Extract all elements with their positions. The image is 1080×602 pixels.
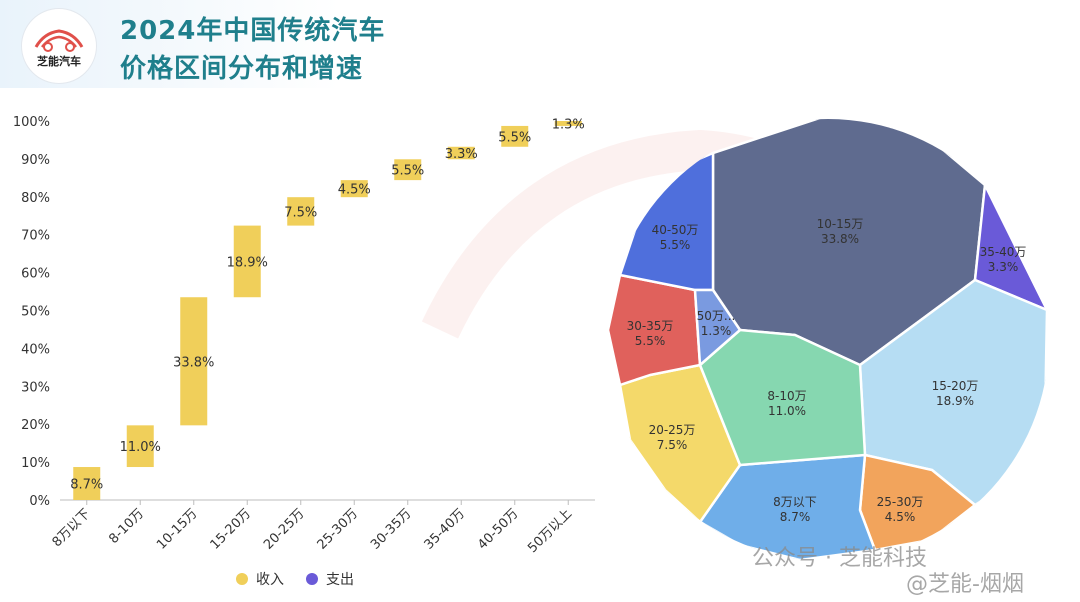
bar xyxy=(554,121,582,126)
cell-name-label: 40-50万 xyxy=(652,223,699,237)
bar-value-label: 3.3% xyxy=(445,147,478,162)
y-tick-label: 10% xyxy=(21,456,50,471)
watermark-weibo: @芝能-烟烟 xyxy=(906,572,1024,597)
legend-swatch[interactable] xyxy=(306,573,318,585)
x-tick-label: 8-10万 xyxy=(106,506,147,547)
legend: 收入 支出 xyxy=(236,572,354,588)
x-tick-label: 30-35万 xyxy=(368,506,415,553)
y-tick-label: 60% xyxy=(21,267,50,282)
bar-value-label: 1.3% xyxy=(552,117,585,132)
bar-value-label: 5.5% xyxy=(391,164,424,179)
cell-name-label: 10-15万 xyxy=(817,217,864,231)
bar-value-label: 7.5% xyxy=(284,205,317,220)
cell-value-label: 5.5% xyxy=(635,334,666,348)
x-tick-label: 15-20万 xyxy=(208,506,255,553)
cell-name-label: 8万以下 xyxy=(773,495,817,509)
cell-name-label: 8-10万 xyxy=(767,389,806,403)
bar xyxy=(73,467,101,500)
bar xyxy=(287,197,315,226)
cell-value-label: 3.3% xyxy=(988,260,1019,274)
x-tick-label: 10-15万 xyxy=(154,506,201,553)
cell-name-label: 25-30万 xyxy=(877,495,924,509)
cell-name-label: 35-40万 xyxy=(980,245,1027,259)
x-tick-label: 40-50万 xyxy=(475,506,522,553)
cell-value-label: 11.0% xyxy=(768,404,806,418)
x-tick-label: 25-30万 xyxy=(315,506,362,553)
chart-title-line2: 价格区间分布和增速 xyxy=(120,54,364,84)
y-tick-label: 40% xyxy=(21,342,50,357)
cell-name-label: 15-20万 xyxy=(932,379,979,393)
cell-name-label: 50万... xyxy=(697,309,736,323)
logo: 芝能汽车 xyxy=(22,9,96,83)
cell-value-label: 33.8% xyxy=(821,232,859,246)
legend-label[interactable]: 支出 xyxy=(326,572,354,588)
y-tick-label: 0% xyxy=(29,494,50,509)
legend-label[interactable]: 收入 xyxy=(256,572,284,588)
bar-value-label: 5.5% xyxy=(498,130,531,145)
legend-swatch[interactable] xyxy=(236,573,248,585)
y-tick-label: 90% xyxy=(21,153,50,168)
y-tick-label: 100% xyxy=(13,115,50,130)
waterfall-chart: 0% 10% 20% 30% 40% 50% 60% 70% 80% 90% 100% 8.7% 8万以… xyxy=(13,115,595,556)
x-tick-label: 20-25万 xyxy=(261,506,308,553)
chart-title-line1: 2024年中国传统汽车 xyxy=(120,16,386,46)
x-tick-label: 50万以上 xyxy=(525,506,575,556)
car-logo-icon xyxy=(34,29,84,52)
y-tick-label: 20% xyxy=(21,418,50,433)
cell-name-label: 20-25万 xyxy=(649,423,696,437)
logo-text: 芝能汽车 xyxy=(37,55,81,68)
bar-value-label: 33.8% xyxy=(173,355,214,370)
cell-value-label: 8.7% xyxy=(780,510,811,524)
cell-value-label: 1.3% xyxy=(701,324,732,338)
y-tick-label: 30% xyxy=(21,380,50,395)
watermark-wechat: 公众号 · 芝能科技 xyxy=(752,546,927,571)
bar-value-label: 18.9% xyxy=(227,255,268,270)
y-tick-label: 70% xyxy=(21,229,50,244)
bar xyxy=(447,146,475,160)
bar xyxy=(126,425,154,468)
bar xyxy=(501,125,529,147)
bar-value-label: 11.0% xyxy=(120,440,161,455)
x-tick-label: 8万以下 xyxy=(50,506,94,550)
bar-value-label: 4.5% xyxy=(338,183,371,198)
bar xyxy=(394,159,422,181)
cell-name-label: 30-35万 xyxy=(627,319,674,333)
cell-value-label: 7.5% xyxy=(657,438,688,452)
cell-value-label: 4.5% xyxy=(885,510,916,524)
bar xyxy=(180,297,208,426)
bar-value-label: 8.7% xyxy=(70,478,103,493)
y-tick-label: 50% xyxy=(21,305,50,320)
bar xyxy=(340,180,368,198)
voronoi-cell[interactable] xyxy=(693,288,742,367)
x-tick-label: 35-40万 xyxy=(422,506,469,553)
bar xyxy=(233,225,261,298)
cell-value-label: 18.9% xyxy=(936,394,974,408)
cell-value-label: 5.5% xyxy=(660,238,691,252)
y-tick-label: 80% xyxy=(21,191,50,206)
